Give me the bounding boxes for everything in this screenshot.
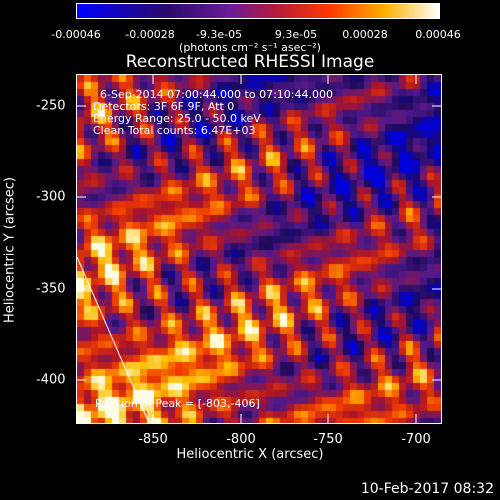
- image-title: Reconstructed RHESSI Image: [125, 52, 375, 72]
- colorbar: [76, 3, 440, 19]
- y-axis-label: Heliocentric Y (arcsec): [2, 177, 18, 323]
- axis-ticks: [76, 74, 442, 424]
- rhessi-image: [77, 75, 441, 423]
- y-tick-label: -350: [36, 281, 66, 297]
- method-annotation: Clean Total counts: 6.47E+03: [93, 124, 256, 137]
- colorbar-tick-label: -0.00046: [51, 28, 101, 41]
- y-tick-label: -300: [36, 189, 66, 205]
- plot-frame: [76, 74, 442, 424]
- colorbar-tick-label: 9.3e-05: [274, 28, 318, 41]
- x-tick-label: -850: [138, 432, 168, 447]
- solar-limb-line: [77, 256, 150, 423]
- colorbar-tick-label: -0.00028: [125, 28, 175, 41]
- y-tick-label: -400: [36, 372, 66, 388]
- y-tick-label: -250: [36, 98, 66, 114]
- colorbar-tick-label: 0.00046: [415, 28, 461, 41]
- x-tick-label: -800: [226, 432, 256, 447]
- x-axis-label: Heliocentric X (arcsec): [176, 447, 324, 462]
- colorbar-units: (photons cm⁻² s⁻¹ asec⁻²): [179, 41, 321, 54]
- peak-position-annotation: Position of Peak = [-803,-406]: [95, 397, 260, 410]
- footer-timestamp: 10-Feb-2017 08:32: [360, 481, 494, 497]
- colorbar-tick-label: 0.00028: [342, 28, 388, 41]
- x-tick-label: -700: [401, 432, 431, 447]
- detectors-annotation: Detectors: 3F 6F 9F, Att 0: [93, 100, 235, 113]
- energy-range-annotation: Energy Range: 25.0 - 50.0 keV: [93, 112, 261, 125]
- x-tick-label: -750: [313, 432, 343, 447]
- time-range-annotation: 6-Sep-2014 07:00:44.000 to 07:10:44.000: [100, 88, 333, 101]
- colorbar-tick-label: -9.3e-05: [195, 28, 243, 41]
